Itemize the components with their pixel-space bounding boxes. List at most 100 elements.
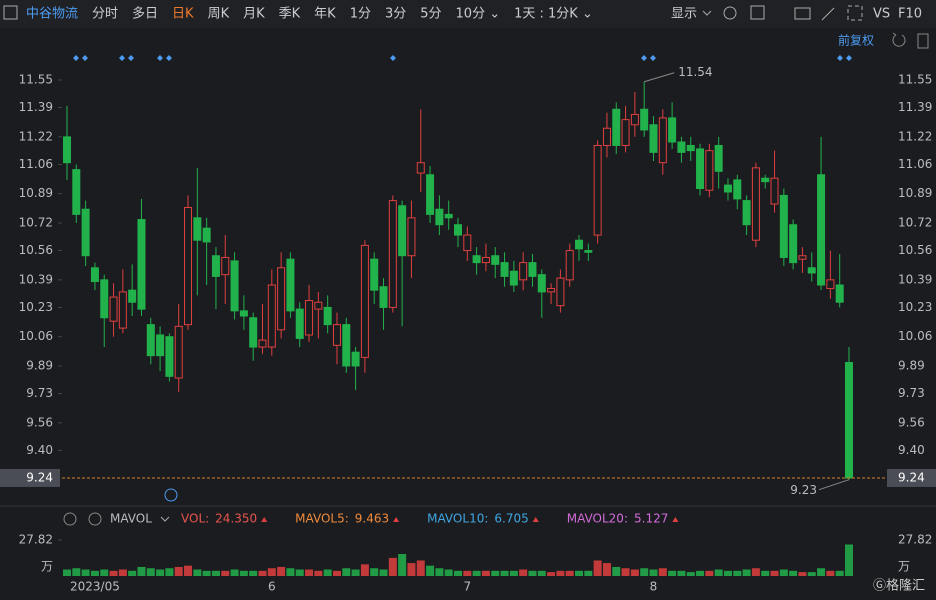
candle-body [137, 219, 146, 310]
draw-icon[interactable] [750, 5, 765, 20]
candle-body [258, 339, 267, 348]
tab[interactable]: 季K [279, 7, 301, 22]
candle-body [165, 336, 174, 377]
camera-icon[interactable] [794, 7, 811, 20]
y-tick-label-right: 9.40 [898, 443, 925, 457]
y-tick-label-right: 11.22 [898, 129, 932, 143]
volume-bar [454, 570, 462, 576]
volume-bar [100, 569, 109, 576]
volume-bar [602, 563, 611, 576]
up-arrow [393, 517, 400, 522]
last-price-box [0, 468, 60, 487]
tab[interactable]: 10分 ⌄ [456, 7, 501, 22]
candle-body [751, 167, 760, 241]
x-tick-label: 7 [463, 580, 471, 594]
stock-name[interactable]: 中谷物流 [26, 7, 78, 22]
tab[interactable]: 分时 [92, 7, 118, 22]
candle-body [360, 244, 369, 358]
candle-body [81, 208, 90, 257]
settings-icon[interactable] [723, 6, 737, 20]
last-price-label: 9.24 [898, 470, 925, 484]
tab[interactable]: 年K [314, 7, 336, 22]
y-tick-label-right: 10.23 [898, 300, 932, 314]
candle-body [128, 289, 137, 303]
up-arrow [532, 517, 539, 522]
candle-body [575, 239, 584, 250]
y-tick-label-right: 10.72 [898, 215, 932, 229]
candle-body [221, 256, 230, 276]
volume-bar [807, 572, 816, 576]
volume-bar [379, 569, 388, 576]
y-tick-label: 11.55 [19, 73, 53, 87]
undo-icon[interactable] [892, 32, 906, 47]
volume-bar [798, 572, 807, 576]
f10-button[interactable]: F10 [898, 7, 922, 22]
candle-body [463, 234, 472, 252]
volume-bar [230, 569, 239, 576]
volume-bar [165, 568, 174, 576]
tab[interactable]: 日K [172, 7, 194, 22]
vol-settings-icon[interactable] [63, 512, 77, 526]
tab[interactable]: 多日 [132, 6, 158, 22]
adjust-button[interactable]: 前复权 [838, 33, 874, 48]
display-menu[interactable]: 显示 [671, 7, 697, 22]
volume-bar [714, 569, 723, 576]
x-tick-label: 2023/05 [70, 580, 120, 594]
x-tick-label: 8 [650, 580, 658, 594]
fullscreen-icon[interactable] [847, 5, 863, 21]
volume-bar [751, 568, 760, 576]
volume-bar [370, 568, 379, 576]
compare-button[interactable]: VS [873, 7, 890, 22]
volume-bar [351, 569, 360, 576]
volume-bar [332, 570, 341, 576]
candle-body [305, 300, 314, 336]
readout-name: MAVOL5: [295, 512, 349, 526]
volume-bar [249, 570, 258, 576]
pen-icon[interactable] [821, 7, 835, 21]
y-tick-label-right: 10.39 [898, 272, 932, 286]
y-tick-label: 9.73 [26, 386, 53, 400]
volume-bar [630, 569, 639, 576]
candle-body [146, 324, 155, 357]
candle-body [314, 301, 323, 310]
at-icon[interactable] [164, 488, 178, 502]
tab[interactable]: 3分 [385, 7, 406, 22]
up-arrow [261, 517, 268, 522]
volume-bar [128, 570, 137, 576]
volume-bar [696, 570, 705, 576]
volume-bar [640, 568, 649, 576]
volume-bar [277, 566, 286, 576]
volume-bar [146, 568, 155, 576]
readout-value: 24.350 [215, 512, 257, 526]
tab[interactable]: 周K [208, 7, 230, 22]
y-tick-label: 10.56 [19, 243, 53, 257]
min-label: 9.23 [790, 483, 817, 497]
tab[interactable]: 1分 [350, 7, 371, 22]
candle-body [817, 174, 826, 286]
volume-bar [239, 570, 248, 576]
candle-body [658, 117, 667, 164]
candle-body [835, 284, 844, 303]
tab[interactable]: 月K [243, 7, 265, 22]
vol-tick-label-right: 27.82 [898, 533, 932, 547]
volume-bar [193, 569, 202, 576]
volume-bar [416, 560, 425, 576]
volume-bar [817, 568, 826, 576]
volume-bar [723, 570, 732, 576]
tab[interactable]: 1天 : 1分K ⌄ [514, 7, 593, 22]
y-tick-label-right: 10.06 [898, 329, 932, 343]
volume-bar [556, 570, 565, 576]
candle-body [295, 308, 304, 339]
layout-icon[interactable] [917, 33, 929, 49]
vol-close-icon[interactable] [88, 512, 102, 526]
chevron [702, 10, 712, 16]
panel-icon[interactable] [3, 5, 18, 20]
volume-bar [360, 564, 369, 576]
candle-body [454, 224, 462, 236]
tab[interactable]: 5分 [420, 7, 441, 22]
readout-value: 6.705 [494, 512, 528, 526]
candle-body [826, 279, 835, 289]
candle-body [845, 362, 853, 479]
volume-bar [342, 568, 351, 576]
